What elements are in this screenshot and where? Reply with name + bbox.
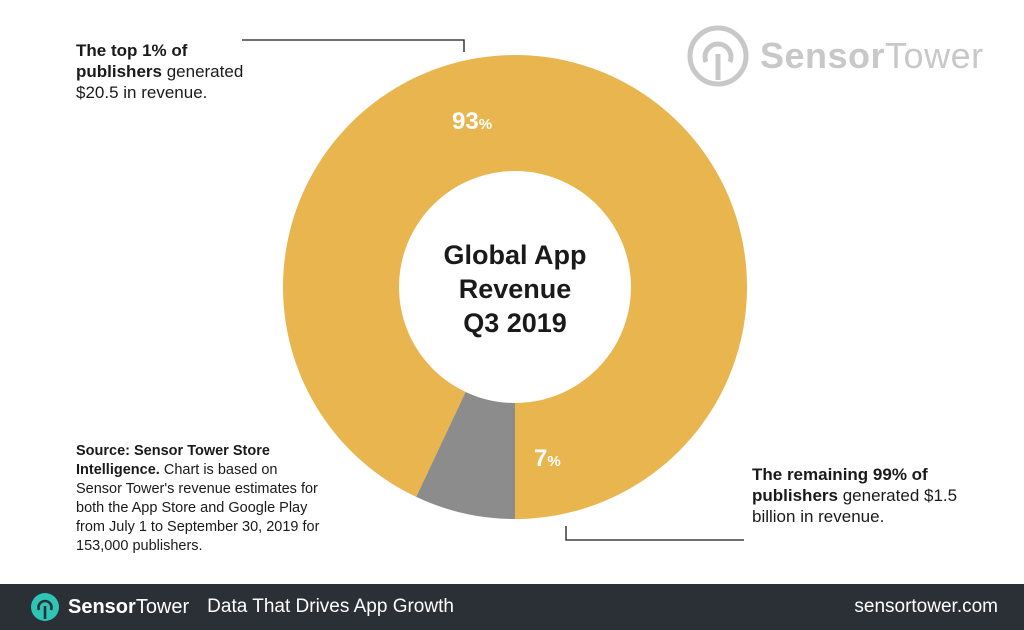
slice-7 (416, 391, 515, 519)
annotation-top: The top 1% of publishers generated $20.5… (76, 41, 244, 102)
slice-label-93: 93% (452, 108, 493, 135)
source-note: Source: Sensor Tower Store Intelligence.… (76, 443, 320, 554)
sensor-tower-icon (687, 25, 749, 87)
slice-93 (282, 54, 747, 519)
watermark-logo: SensorTower (686, 24, 984, 88)
donut-chart (242, 39, 747, 541)
slice-label-7: 7% (534, 445, 561, 472)
footer-tagline: Data That Drives App Growth (207, 596, 454, 617)
leader-line-top (242, 39, 465, 52)
sensor-tower-icon (31, 593, 59, 621)
annotation-bottom: The remaining 99% of publishers generate… (752, 465, 958, 526)
footer-bar: SensorTower Data That Drives App Growth … (0, 584, 1024, 630)
chart-title: Global App Revenue Q3 2019 (443, 240, 587, 338)
leader-line-bottom (565, 526, 744, 541)
footer-logo: SensorTower (30, 592, 189, 622)
footer-url[interactable]: sensortower.com (854, 596, 998, 617)
